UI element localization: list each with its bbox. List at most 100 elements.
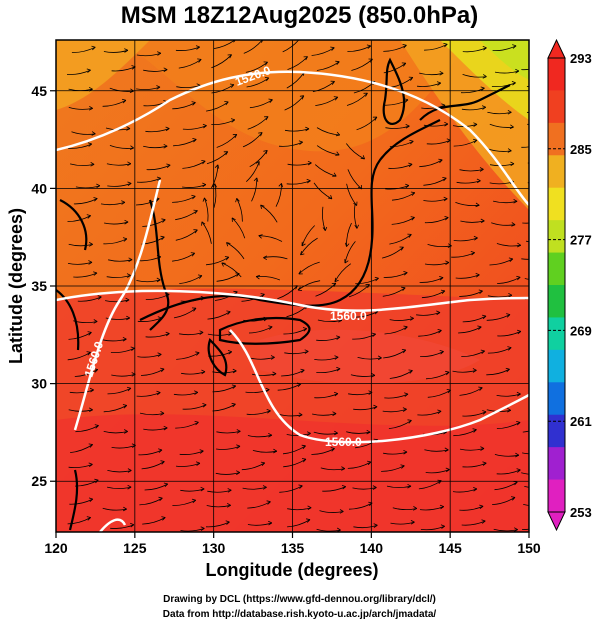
y-axis: 25 30 35 40 45	[31, 83, 56, 489]
streamline-arrow	[333, 96, 339, 101]
streamline	[486, 368, 510, 376]
streamline	[103, 405, 127, 413]
streamline	[175, 462, 201, 467]
streamline	[524, 486, 529, 488]
streamline-arrow	[399, 246, 404, 251]
streamline-arrow	[470, 251, 475, 256]
streamline	[74, 369, 99, 377]
streamline-arrow	[260, 293, 265, 298]
streamline	[214, 291, 238, 301]
streamline-arrow	[298, 412, 303, 417]
streamline-arrow	[542, 218, 546, 222]
streamline-arrow	[327, 194, 333, 200]
streamline-arrow	[437, 329, 442, 334]
streamline-arrow	[439, 70, 444, 76]
streamline-arrow	[202, 182, 207, 188]
streamline-arrow	[480, 218, 485, 224]
streamline-arrow	[197, 58, 202, 63]
streamline-arrow	[227, 54, 232, 59]
streamline-arrow	[122, 336, 127, 342]
streamline-arrow	[334, 277, 339, 283]
streamline-arrow	[436, 81, 442, 86]
streamline-arrow	[126, 315, 130, 321]
streamline-arrow	[157, 352, 162, 357]
streamline-arrow	[439, 350, 444, 355]
streamline	[297, 280, 321, 291]
streamline	[346, 222, 352, 247]
streamline	[143, 69, 168, 72]
streamline-arrow	[202, 403, 207, 408]
streamline	[458, 326, 482, 334]
streamline-arrow	[407, 483, 412, 489]
streamline	[386, 485, 412, 489]
streamline	[139, 412, 165, 416]
streamline-arrow	[507, 110, 512, 115]
streamline-arrow	[338, 318, 343, 323]
streamline	[530, 46, 553, 51]
streamline	[487, 111, 512, 115]
streamline-arrow	[298, 270, 303, 275]
streamline	[392, 507, 417, 511]
streamline-arrow	[516, 391, 521, 397]
streamline-arrow	[232, 368, 237, 374]
streamline-arrow	[403, 271, 408, 276]
streamline-arrow	[306, 518, 311, 523]
streamline-arrow	[195, 351, 200, 356]
streamline-arrow	[236, 444, 241, 449]
streamline	[418, 480, 442, 490]
streamline	[68, 464, 93, 469]
streamline	[489, 163, 515, 167]
streamline-arrow	[300, 250, 305, 256]
streamline-arrow	[263, 150, 268, 155]
streamline-arrow	[444, 121, 449, 127]
streamline	[427, 244, 452, 248]
streamline	[383, 272, 408, 278]
streamline	[256, 275, 281, 281]
streamline	[75, 185, 101, 189]
streamline	[346, 183, 358, 206]
streamline-arrow	[481, 105, 487, 110]
streamline-arrow	[334, 355, 339, 360]
streamline	[246, 161, 260, 182]
streamline	[461, 520, 486, 526]
streamline-arrow	[335, 60, 340, 66]
streamline-arrow	[191, 498, 197, 504]
streamline	[462, 411, 487, 417]
streamline-arrow	[160, 367, 165, 373]
streamline-arrow	[366, 44, 372, 49]
streamline	[104, 221, 129, 225]
streamline	[211, 164, 219, 189]
streamline-arrow	[482, 410, 487, 415]
streamline	[182, 404, 207, 410]
streamline-arrow	[156, 277, 161, 283]
streamline-arrow	[236, 429, 241, 434]
streamline	[391, 217, 415, 225]
streamline	[357, 357, 382, 360]
colorbar-tick-label: 293	[570, 51, 592, 66]
streamline-arrow	[88, 260, 93, 265]
colorbar-segment	[548, 285, 565, 318]
streamline-arrow	[506, 313, 511, 318]
streamline	[77, 296, 102, 302]
streamline	[316, 336, 341, 341]
streamline	[109, 145, 134, 149]
streamline	[142, 219, 166, 227]
streamline	[497, 276, 521, 284]
streamline-arrow	[127, 161, 132, 167]
streamline	[173, 307, 197, 319]
streamline-arrow	[163, 482, 169, 487]
colorbar-segment	[548, 414, 565, 448]
streamline-arrow	[88, 443, 93, 448]
streamline	[496, 393, 521, 397]
streamline	[521, 528, 529, 530]
streamline-arrow	[258, 234, 263, 239]
streamline	[389, 234, 412, 245]
streamline-arrow	[161, 218, 166, 223]
streamline	[523, 504, 529, 506]
streamline-arrow	[512, 44, 517, 49]
streamline	[316, 528, 341, 532]
streamline-arrow	[224, 256, 230, 261]
streamline	[383, 451, 408, 455]
streamline-arrow	[336, 366, 341, 372]
streamline-arrow	[542, 471, 546, 475]
